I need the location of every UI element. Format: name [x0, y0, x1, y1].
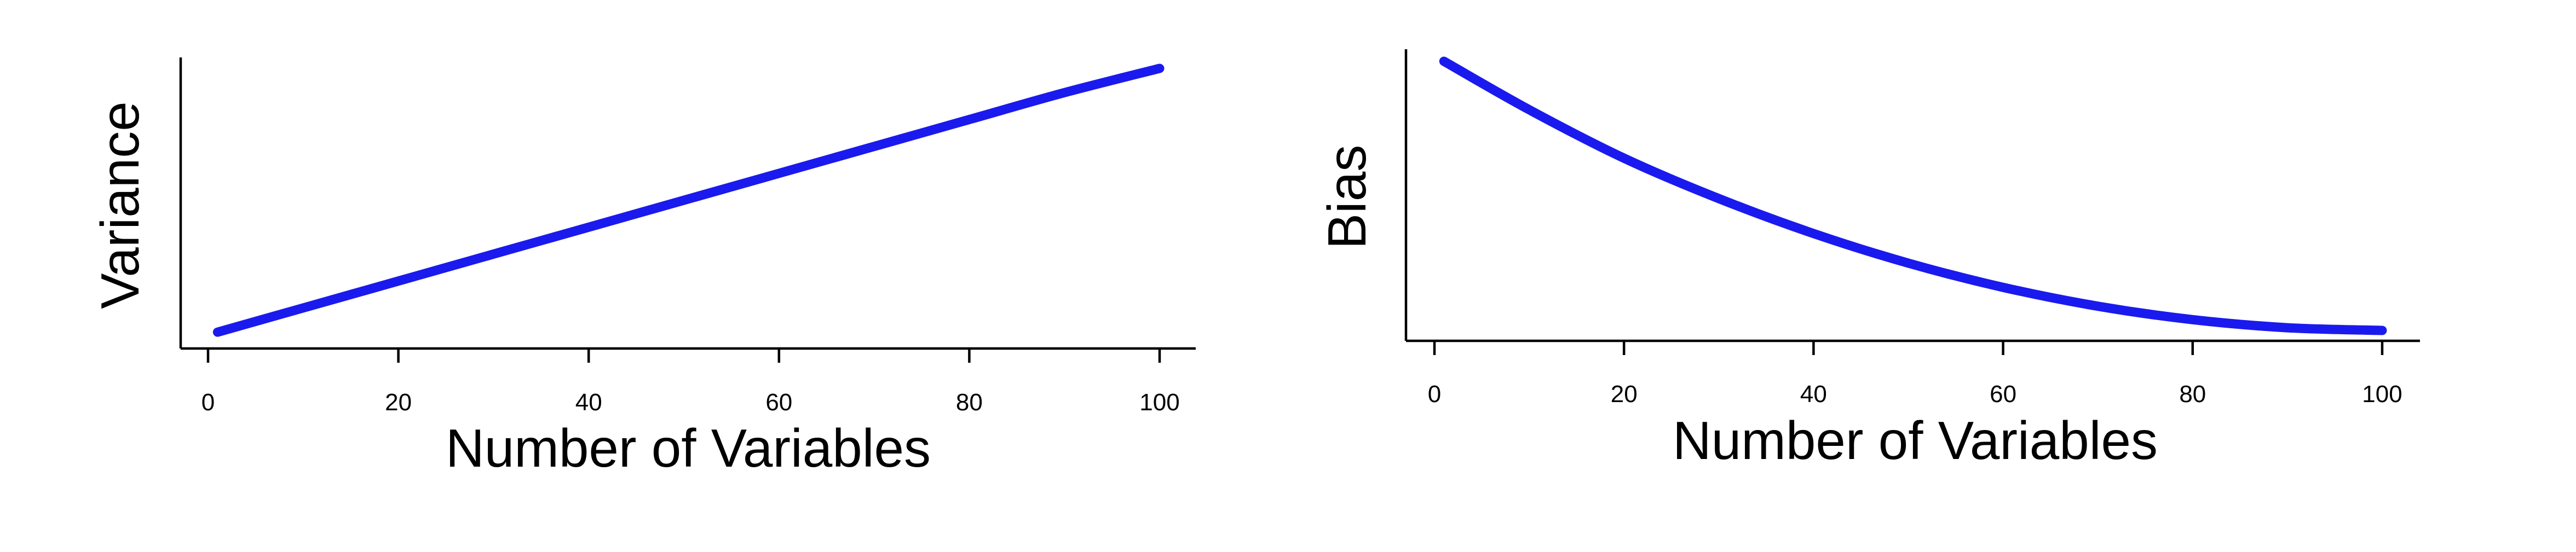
variance-chart-y-axis-title: Variance — [90, 101, 150, 309]
bias-x-tick-label: 20 — [1611, 381, 1638, 408]
variance-axes: 0 20 40 60 80 100 — [179, 57, 1196, 416]
variance-x-tick-label: 100 — [1139, 389, 1179, 416]
variance-chart: 0 20 40 60 80 100 Number of Variables Varianc… — [90, 57, 1196, 478]
variance-x-tick-label: 40 — [575, 389, 602, 416]
bias-chart-x-axis-title: Number of Variables — [1673, 410, 2158, 470]
variance-x-tick-label: 60 — [765, 389, 792, 416]
bias-x-tick-label: 100 — [2362, 381, 2402, 408]
bias-chart-y-axis-title: Bias — [1317, 145, 1377, 249]
bias-x-tick-label: 0 — [1428, 381, 1441, 408]
bias-x-tick-label: 40 — [1800, 381, 1827, 408]
variance-x-tick-label: 0 — [201, 389, 215, 416]
variance-x-tick-label: 20 — [385, 389, 412, 416]
bias-x-tick-label: 60 — [1990, 381, 2016, 408]
variance-x-tick-label: 80 — [956, 389, 983, 416]
bias-chart: 0 20 40 60 80 100 Number of Variables Bias — [1317, 49, 2420, 470]
bias-series-line — [1439, 56, 2387, 335]
variance-chart-x-axis-title: Number of Variables — [446, 418, 931, 478]
variance-series-line — [212, 63, 1165, 337]
bias-axes: 0 20 40 60 80 100 — [1404, 49, 2420, 408]
bias-x-tick-label: 80 — [2179, 381, 2206, 408]
